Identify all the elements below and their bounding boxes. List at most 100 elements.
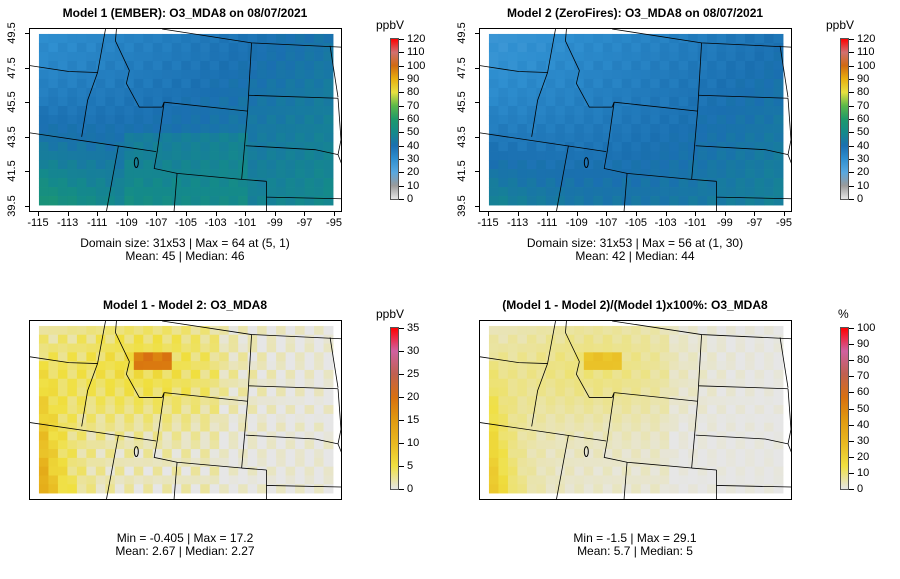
x-tick-mark xyxy=(334,212,335,216)
heatmap-cell xyxy=(200,440,211,450)
heatmap-cell xyxy=(209,325,220,336)
heatmap-cell xyxy=(507,457,518,468)
heatmap-cell xyxy=(95,133,106,143)
heatmap-cell xyxy=(555,151,566,161)
heatmap-cell xyxy=(697,51,708,62)
heatmap-cell xyxy=(754,124,765,134)
heatmap-cell xyxy=(536,151,547,161)
heatmap-cell xyxy=(678,105,689,116)
heatmap-cell xyxy=(517,449,528,459)
heatmap-cell xyxy=(536,457,547,468)
heatmap-cell xyxy=(773,396,784,406)
heatmap-cell xyxy=(650,115,661,125)
heatmap-cell xyxy=(133,466,144,476)
heatmap-cell xyxy=(745,325,755,336)
heatmap-cell xyxy=(181,361,192,371)
heatmap-cell xyxy=(48,178,59,188)
heatmap-cell xyxy=(593,361,604,371)
heatmap-cell xyxy=(555,33,566,44)
heatmap-cell xyxy=(105,169,116,179)
heatmap-cell xyxy=(285,60,296,71)
heatmap-cell xyxy=(507,78,518,89)
heatmap-cell xyxy=(209,440,220,450)
heatmap-cell xyxy=(602,334,613,344)
heatmap-cell xyxy=(133,369,144,380)
heatmap-cell xyxy=(612,105,623,116)
heatmap-cell xyxy=(181,343,192,353)
heatmap-cell xyxy=(95,196,106,206)
heatmap-cell xyxy=(754,87,765,98)
heatmap-cell xyxy=(95,457,106,468)
heatmap-cell xyxy=(152,422,163,432)
heatmap-cell xyxy=(545,160,556,170)
heatmap-cell xyxy=(726,87,737,98)
heatmap-cell xyxy=(200,133,211,143)
heatmap-cell xyxy=(764,334,774,344)
heatmap-cell xyxy=(650,33,661,44)
heatmap-cell xyxy=(133,33,144,44)
heatmap-cell xyxy=(124,484,135,494)
heatmap-cell xyxy=(745,60,755,71)
heatmap-cell xyxy=(574,133,585,143)
heatmap-cell xyxy=(488,115,499,125)
heatmap-cell xyxy=(564,160,575,170)
heatmap-cell xyxy=(48,33,59,44)
heatmap-cell xyxy=(143,449,154,459)
heatmap-cell xyxy=(488,87,499,98)
heatmap-cell xyxy=(612,78,623,89)
heatmap-cell xyxy=(266,33,277,44)
heatmap-cell xyxy=(488,369,499,380)
heatmap-cell xyxy=(304,369,315,380)
heatmap-cell xyxy=(507,431,518,441)
heatmap-cell xyxy=(276,133,287,143)
heatmap-cell xyxy=(735,378,746,388)
heatmap-cell xyxy=(276,124,287,134)
heatmap-cell xyxy=(745,142,755,152)
heatmap-cell xyxy=(67,449,78,459)
heatmap-cell xyxy=(764,413,774,424)
great-salt-lake xyxy=(133,446,139,458)
heatmap-cell xyxy=(219,69,230,80)
heatmap-cell xyxy=(764,361,774,371)
heatmap-cell xyxy=(295,69,305,80)
heatmap-cell xyxy=(304,343,315,353)
colorbar-tick-label: 50 xyxy=(857,402,870,415)
heatmap-cell xyxy=(219,187,230,197)
heatmap-cell xyxy=(735,343,746,353)
heatmap-cell xyxy=(621,142,632,152)
heatmap-cell xyxy=(228,449,239,459)
heatmap-cell xyxy=(621,378,632,388)
heatmap-cell xyxy=(564,361,575,371)
heatmap-cell xyxy=(295,169,305,179)
heatmap-cell xyxy=(114,457,125,468)
heatmap-cell xyxy=(247,96,258,107)
heatmap-cell xyxy=(564,440,575,450)
heatmap-cell xyxy=(314,440,324,450)
heatmap-cell xyxy=(114,69,125,80)
heatmap-cell xyxy=(105,51,116,62)
heatmap-cell xyxy=(190,484,201,494)
heatmap-cell xyxy=(488,440,499,450)
heatmap-cell xyxy=(209,69,220,80)
heatmap-cell xyxy=(114,42,125,53)
heatmap-cell xyxy=(507,440,518,450)
heatmap-cell xyxy=(593,87,604,98)
x-tick-label: -107 xyxy=(595,217,618,229)
heatmap-cell xyxy=(200,160,211,170)
heatmap-cell xyxy=(114,466,125,476)
heatmap-cell xyxy=(105,361,116,371)
heatmap-cell xyxy=(574,413,585,424)
heatmap-cell xyxy=(612,422,623,432)
heatmap-cell xyxy=(114,422,125,432)
heatmap-cell xyxy=(517,369,528,380)
heatmap-cell xyxy=(304,151,315,161)
panel-difference: Model 1 - Model 2: O3_MDA8 Min = -0.405 |… xyxy=(0,290,450,579)
heatmap-cell xyxy=(659,413,670,424)
heatmap-cell xyxy=(124,151,135,161)
heatmap-cell xyxy=(574,178,585,188)
heatmap-cell xyxy=(498,378,509,388)
heatmap-cell xyxy=(764,105,774,116)
heatmap-cell xyxy=(650,69,661,80)
heatmap-cell xyxy=(95,142,106,152)
heatmap-cell xyxy=(688,60,699,71)
